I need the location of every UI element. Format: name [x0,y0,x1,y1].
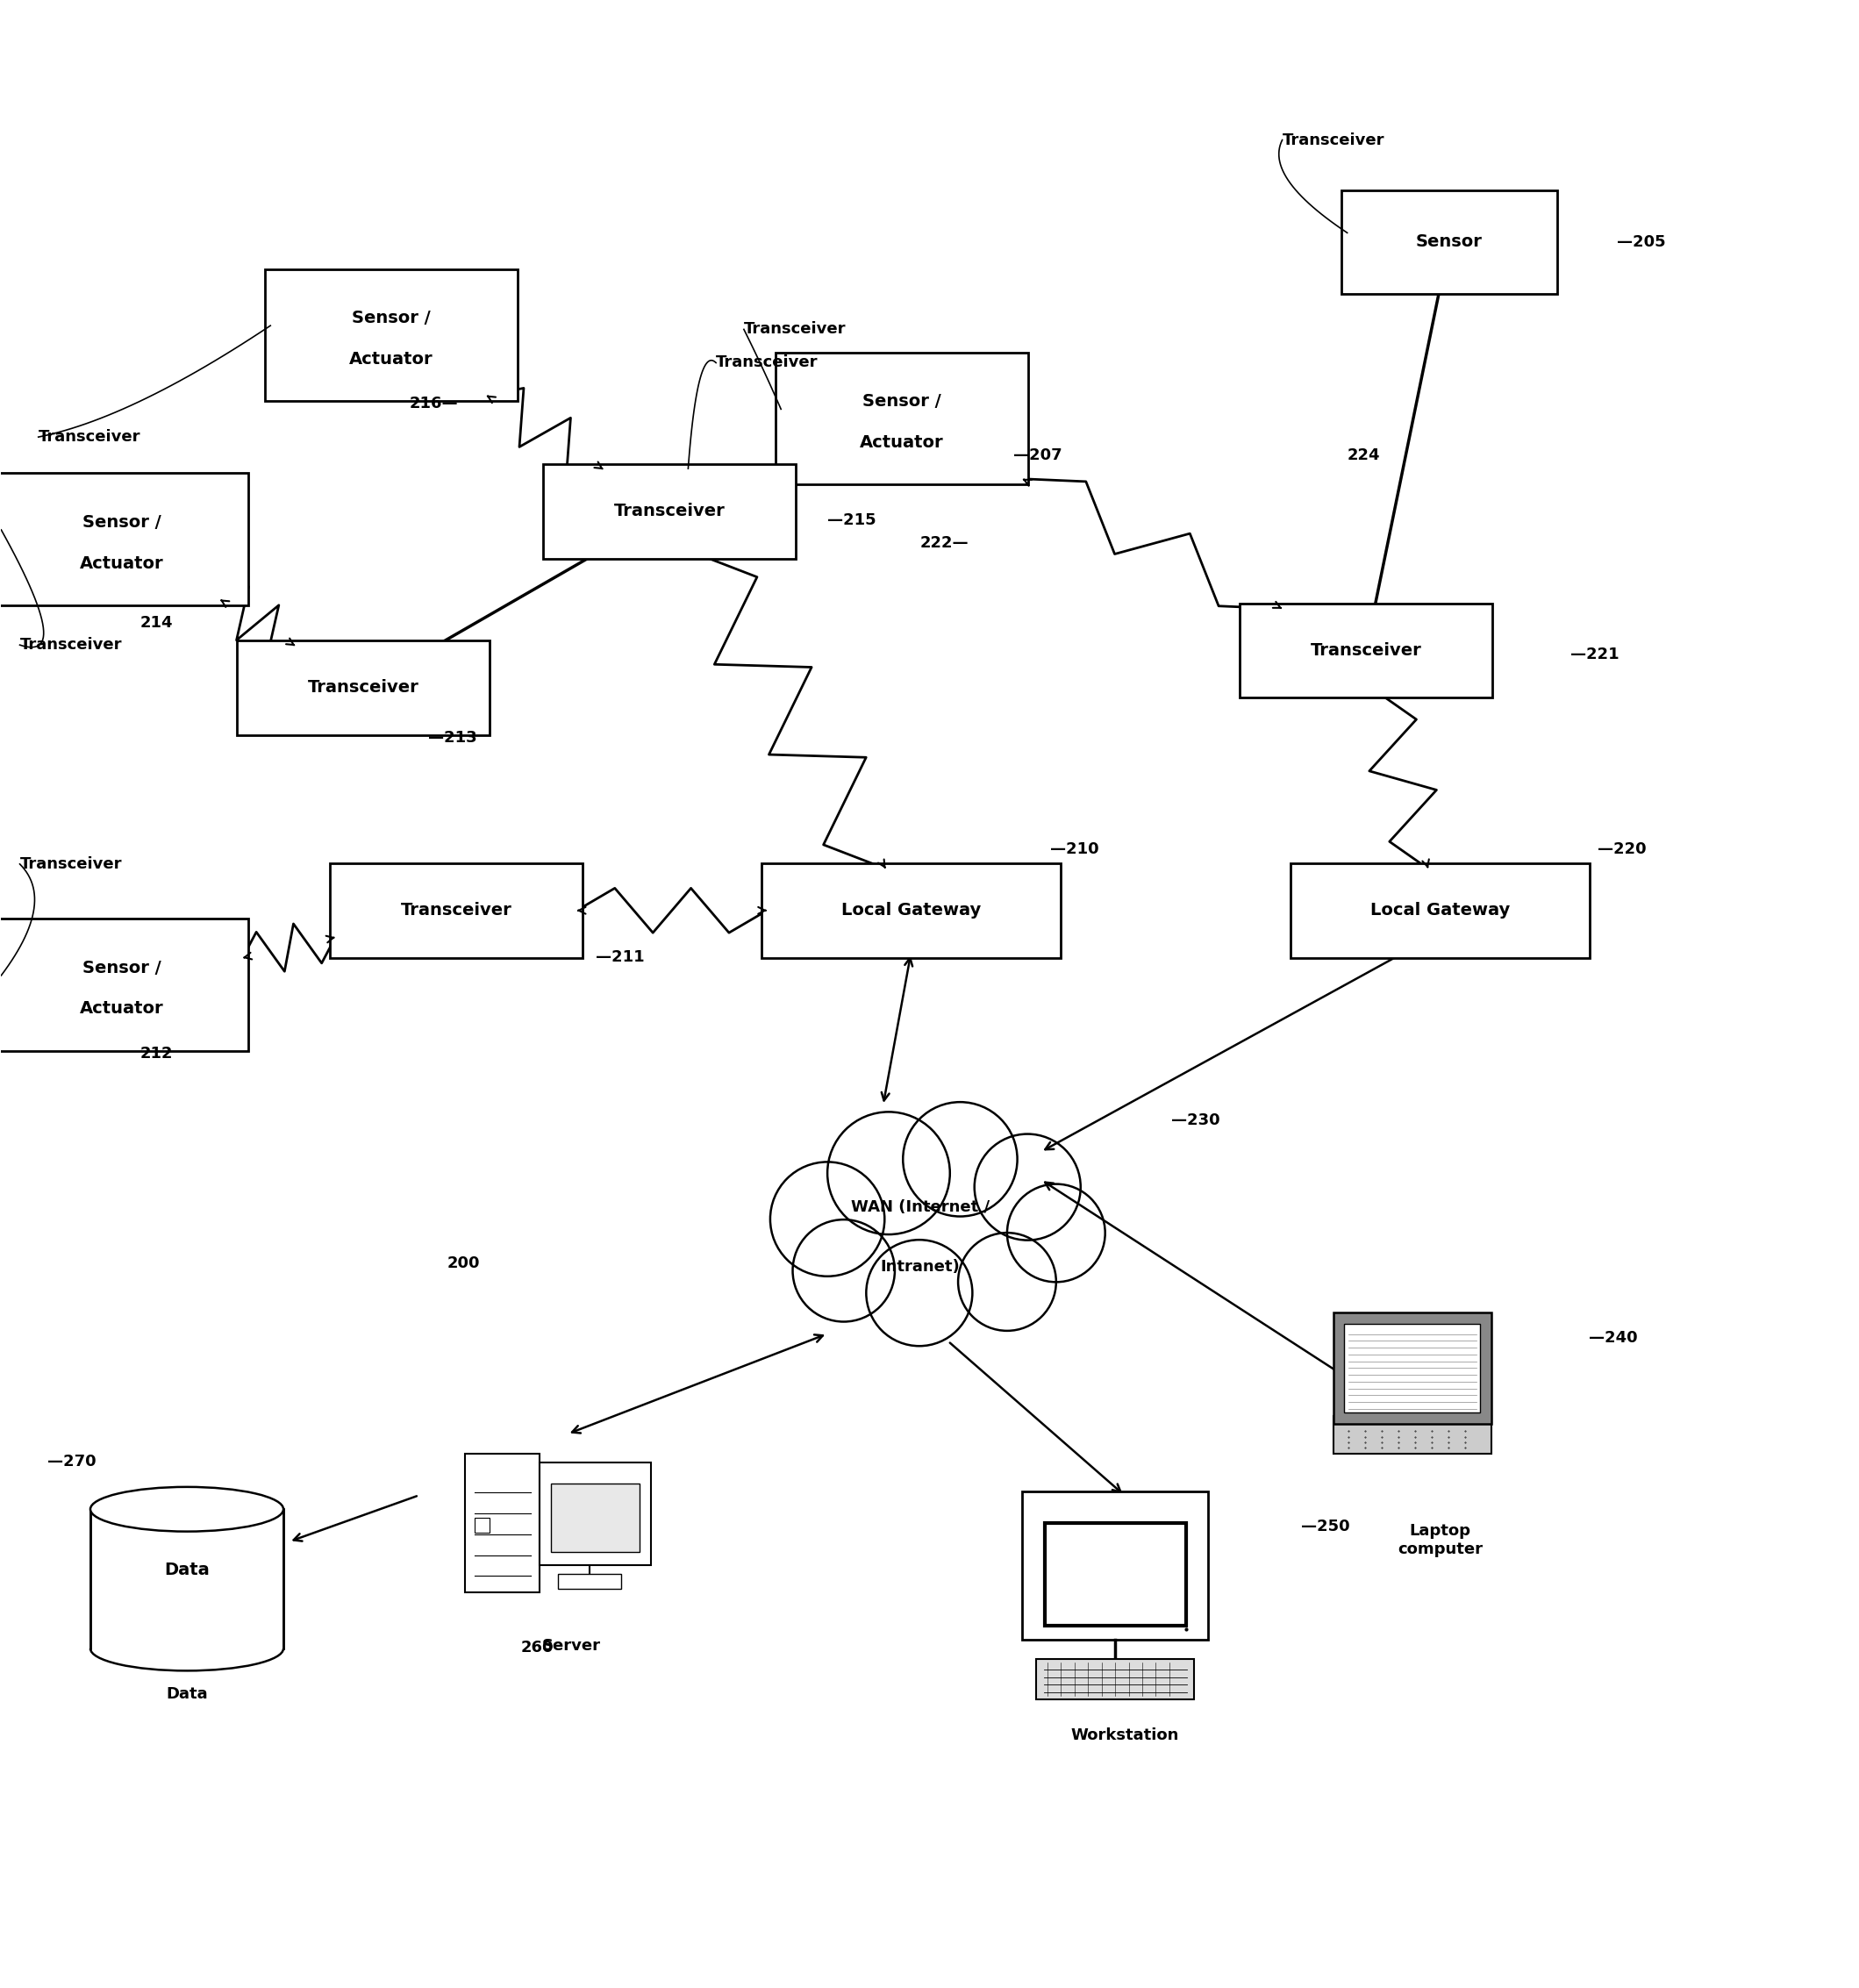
Bar [1333,1312,1491,1423]
Text: Transceiver: Transceiver [20,857,123,873]
Text: —240: —240 [1589,1330,1638,1346]
Circle shape [770,1161,885,1276]
Text: —207: —207 [1013,447,1061,463]
FancyBboxPatch shape [0,918,247,1050]
Bar [474,1517,489,1533]
Text: Transceiver: Transceiver [39,429,141,445]
Text: Sensor: Sensor [1417,235,1483,250]
Text: —230: —230 [1171,1113,1220,1127]
Bar [1022,1491,1208,1640]
Bar [539,1463,651,1565]
Text: Local Gateway: Local Gateway [1370,903,1510,918]
Text: Actuator: Actuator [80,1000,164,1018]
Text: —270: —270 [48,1453,97,1469]
Bar [1056,1535,1175,1614]
Text: —211: —211 [595,948,643,964]
Text: Sensor /: Sensor / [82,515,162,531]
Circle shape [1008,1185,1104,1282]
Bar [91,1509,283,1648]
Text: 200: 200 [446,1254,480,1270]
FancyBboxPatch shape [775,352,1028,485]
Text: Transceiver: Transceiver [613,503,725,519]
FancyBboxPatch shape [1290,863,1589,958]
Text: Workstation: Workstation [1071,1728,1179,1743]
Text: WAN (Internet /: WAN (Internet / [851,1199,989,1215]
Bar [558,1574,621,1588]
Text: Intranet): Intranet) [881,1258,959,1274]
FancyBboxPatch shape [762,863,1060,958]
Circle shape [903,1101,1017,1217]
FancyBboxPatch shape [1240,602,1493,698]
FancyBboxPatch shape [0,473,247,604]
Circle shape [866,1241,972,1346]
Ellipse shape [91,1487,283,1531]
Text: 222—: 222— [920,535,969,551]
Text: Transceiver: Transceiver [1283,131,1385,147]
Circle shape [957,1233,1056,1330]
Text: Local Gateway: Local Gateway [840,903,982,918]
Text: Transceiver: Transceiver [744,322,846,338]
Circle shape [827,1111,950,1235]
Text: 216—: 216— [409,396,459,412]
Text: —210: —210 [1050,841,1099,857]
Text: Transceiver: Transceiver [20,636,123,652]
Text: Laptop
computer: Laptop computer [1398,1523,1483,1557]
Text: —250: —250 [1301,1519,1350,1535]
Text: 260: 260 [521,1640,554,1656]
Text: Sensor /: Sensor / [351,310,431,326]
Text: —220: —220 [1599,841,1647,857]
FancyBboxPatch shape [329,863,582,958]
Text: 214: 214 [141,614,173,630]
FancyBboxPatch shape [1342,191,1558,294]
Text: Server: Server [541,1638,600,1654]
Text: Transceiver: Transceiver [1311,642,1422,658]
Bar [465,1453,539,1592]
Text: —221: —221 [1571,646,1619,662]
Text: —215: —215 [827,513,876,529]
Text: Transceiver: Transceiver [400,903,511,918]
Text: Sensor /: Sensor / [82,960,162,976]
Bar [1344,1324,1480,1413]
Bar [550,1483,639,1553]
FancyBboxPatch shape [236,640,489,736]
FancyBboxPatch shape [543,463,796,559]
Bar [1035,1658,1193,1700]
Text: Actuator: Actuator [859,433,944,451]
Text: 212: 212 [141,1046,173,1062]
Bar [1333,1415,1491,1453]
Text: Sensor /: Sensor / [863,394,941,410]
Circle shape [974,1133,1080,1241]
Text: Actuator: Actuator [80,555,164,573]
Text: Transceiver: Transceiver [716,356,818,370]
Text: 224: 224 [1348,447,1379,463]
Text: Data: Data [165,1686,208,1702]
Text: —205: —205 [1617,235,1666,250]
Ellipse shape [91,1626,283,1670]
Text: Actuator: Actuator [349,350,433,368]
FancyBboxPatch shape [264,268,517,402]
Bar [1045,1523,1186,1626]
Text: Data: Data [164,1561,210,1578]
Circle shape [792,1219,894,1322]
Text: —213: —213 [428,730,478,746]
Text: Transceiver: Transceiver [307,680,418,696]
